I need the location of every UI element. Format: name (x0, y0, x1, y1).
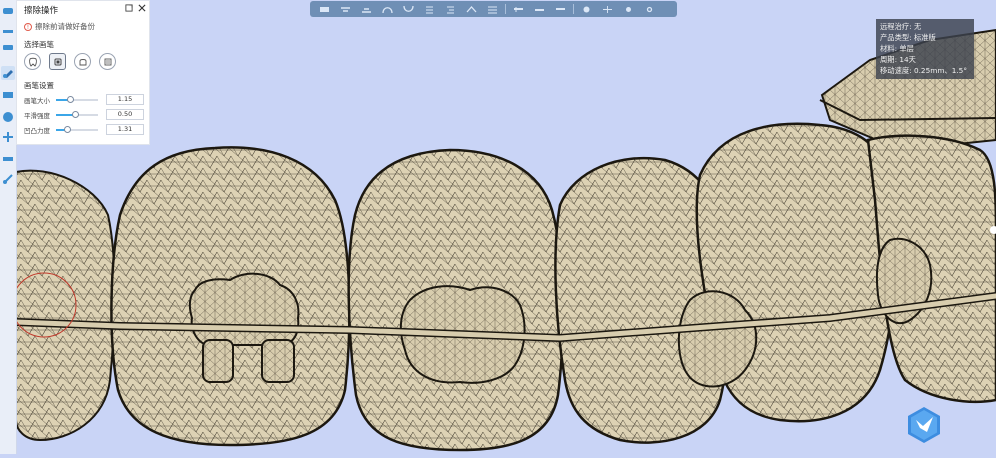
erase-panel: 擦除操作 ! 擦除前请做好备份 选择画笔 画笔设置 画笔大小 1.15 平滑强度… (16, 0, 150, 145)
toggle-upper-icon[interactable] (508, 2, 529, 16)
view-top-icon[interactable] (461, 2, 482, 16)
transparency-icon[interactable] (576, 2, 597, 16)
bump-force-row: 凹凸力度 1.31 (24, 124, 149, 135)
brush-size-slider[interactable] (56, 95, 98, 103)
view-upper-icon[interactable] (335, 2, 356, 16)
backup-warning: ! 擦除前请做好备份 (24, 21, 95, 32)
bracket-4 (875, 237, 933, 325)
settings-icon[interactable] (639, 2, 660, 16)
left-tool-rail (0, 0, 17, 454)
arch-up-icon[interactable] (377, 2, 398, 16)
warning-text: 擦除前请做好备份 (35, 22, 95, 31)
rail-tool-2-icon[interactable] (1, 22, 15, 36)
bump-force-slider[interactable] (56, 125, 98, 133)
brush-section-title: 选择画笔 (24, 40, 54, 49)
brush-size-input[interactable]: 1.15 (106, 94, 144, 105)
edge-handle[interactable] (990, 226, 996, 234)
rail-tool-8-icon[interactable] (1, 152, 15, 166)
rail-tool-9-icon[interactable] (1, 172, 15, 186)
view-left-icon[interactable] (419, 2, 440, 16)
toolbar-divider (573, 4, 574, 14)
eraser-tool-icon[interactable] (1, 66, 15, 80)
arch-down-icon[interactable] (398, 2, 419, 16)
brush-attachment-icon[interactable] (99, 53, 116, 70)
toggle-both-icon[interactable] (550, 2, 571, 16)
brand-logo-icon (906, 406, 942, 444)
tooth-left (15, 169, 116, 442)
rail-tool-1-icon[interactable] (1, 4, 15, 18)
brush-settings-title: 画笔设置 (24, 81, 54, 90)
move-speed-info: 移动速度: 0.25mm、1.5° (880, 66, 967, 75)
lighting-icon[interactable] (618, 2, 639, 16)
view-lower-icon[interactable] (356, 2, 377, 16)
view-right-icon[interactable] (440, 2, 461, 16)
brush-type-group (24, 53, 116, 70)
rail-tool-7-icon[interactable] (1, 130, 15, 144)
cycle-info: 周期: 14天 (880, 55, 916, 64)
view-toolbar (310, 1, 677, 17)
slider-label: 凹凸力度 (24, 126, 50, 135)
brush-size-row: 画笔大小 1.15 (24, 94, 149, 105)
remote-treatment-info: 远程治疗: 无 (880, 22, 922, 31)
slider-thumb[interactable] (63, 125, 71, 133)
material-info: 材料: 单层 (880, 44, 914, 53)
slider-thumb[interactable] (71, 110, 79, 118)
archwire (13, 293, 996, 341)
bump-force-input[interactable]: 1.31 (106, 124, 144, 135)
smooth-strength-slider[interactable] (56, 110, 98, 118)
case-info-overlay: 远程治疗: 无 产品类型: 标准版 材料: 单层 周期: 14天 移动速度: 0… (876, 19, 974, 79)
smooth-strength-row: 平滑强度 0.50 (24, 109, 149, 120)
toggle-lower-icon[interactable] (529, 2, 550, 16)
toolbar-divider (505, 4, 506, 14)
view-front-icon[interactable] (314, 2, 335, 16)
rail-tool-6-icon[interactable] (1, 110, 15, 124)
panel-title: 擦除操作 (24, 6, 59, 16)
product-type-info: 产品类型: 标准版 (880, 33, 936, 42)
brush-tooth-icon[interactable] (24, 53, 41, 70)
view-bottom-icon[interactable] (482, 2, 503, 16)
rail-tool-3-icon[interactable] (1, 40, 15, 54)
warning-icon: ! (24, 22, 32, 31)
brush-bracket-icon[interactable] (49, 53, 66, 70)
grid-toggle-icon[interactable] (597, 2, 618, 16)
rail-tool-5-icon[interactable] (1, 88, 15, 102)
close-icon[interactable] (137, 3, 146, 12)
bracket-3 (677, 290, 758, 388)
slider-label: 画笔大小 (24, 96, 50, 105)
popout-icon[interactable] (124, 3, 133, 12)
brush-gum-icon[interactable] (74, 53, 91, 70)
slider-thumb[interactable] (66, 95, 74, 103)
slider-label: 平滑强度 (24, 111, 50, 120)
smooth-strength-input[interactable]: 0.50 (106, 109, 144, 120)
